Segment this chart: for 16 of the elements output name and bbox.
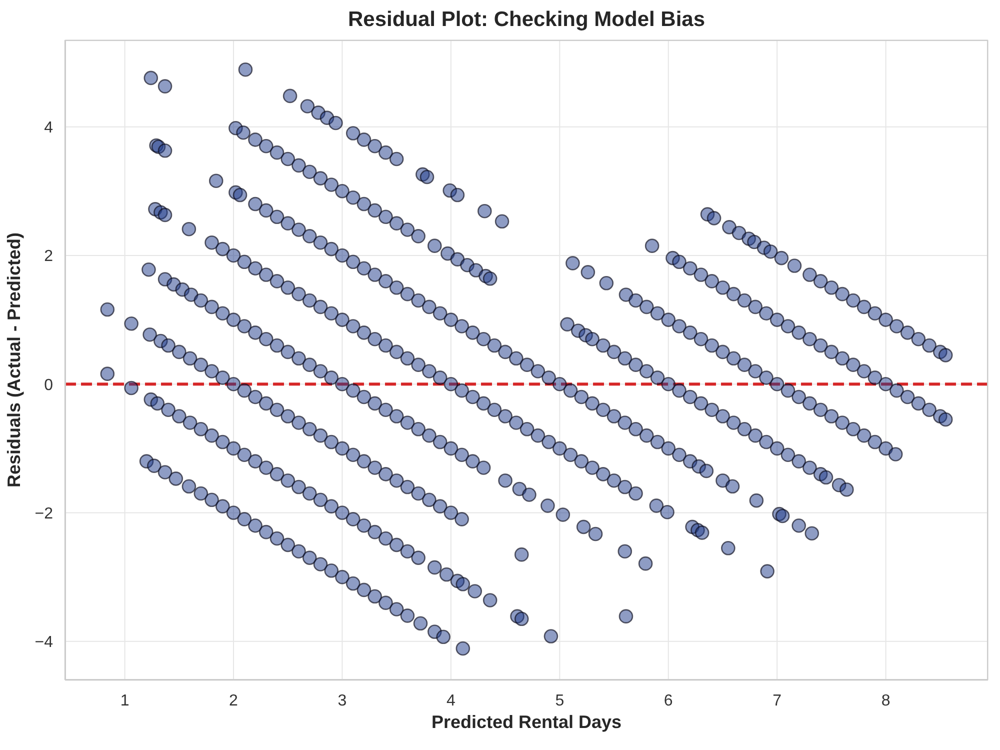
y-tick-label: 0 — [44, 376, 54, 394]
x-tick-label: 6 — [664, 692, 673, 710]
x-tick-label: 8 — [881, 692, 890, 710]
x-tick-label: 5 — [555, 692, 564, 710]
x-tick-label: 7 — [772, 692, 782, 710]
chart-title: Residual Plot: Checking Model Bias — [348, 7, 706, 33]
x-tick-label: 2 — [229, 692, 238, 710]
x-tick-label: 4 — [446, 692, 456, 710]
x-axis-title: Predicted Rental Days — [431, 711, 622, 734]
y-tick-label: −2 — [34, 505, 54, 522]
y-tick-label: 2 — [44, 248, 54, 266]
y-tick-label: −4 — [34, 634, 54, 652]
x-tick-label: 1 — [120, 692, 130, 710]
y-axis-title: Residuals (Actual - Predicted) — [3, 232, 25, 488]
x-tick-label: 3 — [338, 692, 347, 710]
y-tick-label: 4 — [44, 120, 54, 137]
